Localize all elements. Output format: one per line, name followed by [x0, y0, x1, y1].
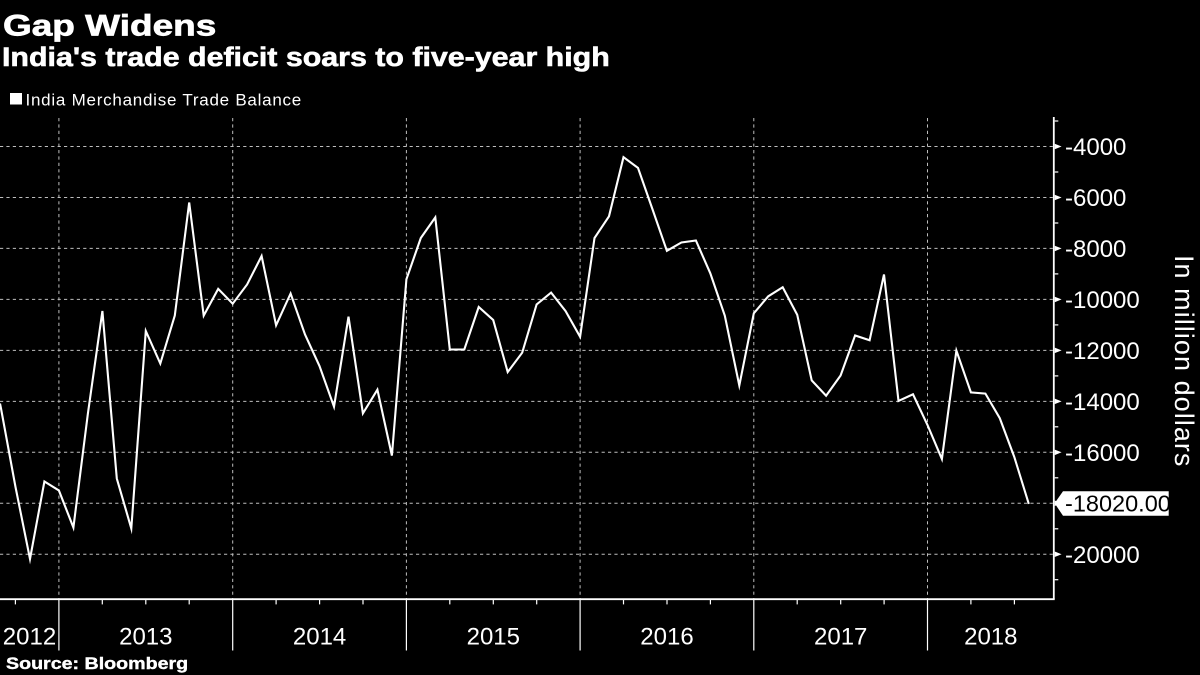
svg-text:-10000: -10000 [1065, 287, 1140, 314]
svg-text:2014: 2014 [293, 624, 346, 651]
svg-text:2016: 2016 [640, 624, 693, 651]
svg-text:India Merchandise Trade Balanc: India Merchandise Trade Balance [26, 90, 303, 109]
svg-text:-20000: -20000 [1065, 542, 1140, 569]
svg-text:-12000: -12000 [1065, 338, 1140, 365]
svg-text:-6000: -6000 [1065, 185, 1126, 212]
svg-text:2018: 2018 [964, 624, 1017, 651]
svg-text:2012: 2012 [3, 624, 56, 651]
svg-text:-18020.00: -18020.00 [1065, 491, 1171, 517]
svg-text:Source: Bloomberg: Source: Bloomberg [6, 653, 188, 672]
svg-text:2013: 2013 [119, 624, 172, 651]
svg-text:-8000: -8000 [1065, 236, 1126, 263]
svg-text:Gap Widens: Gap Widens [3, 10, 216, 43]
svg-text:India's trade deficit soars to: India's trade deficit soars to five-year… [2, 43, 610, 73]
svg-text:-4000: -4000 [1065, 134, 1126, 161]
svg-text:-14000: -14000 [1065, 389, 1140, 416]
svg-text:2015: 2015 [467, 624, 520, 651]
svg-text:-16000: -16000 [1065, 440, 1140, 467]
svg-text:2017: 2017 [814, 624, 867, 651]
svg-text:In million dollars: In million dollars [1169, 255, 1199, 467]
